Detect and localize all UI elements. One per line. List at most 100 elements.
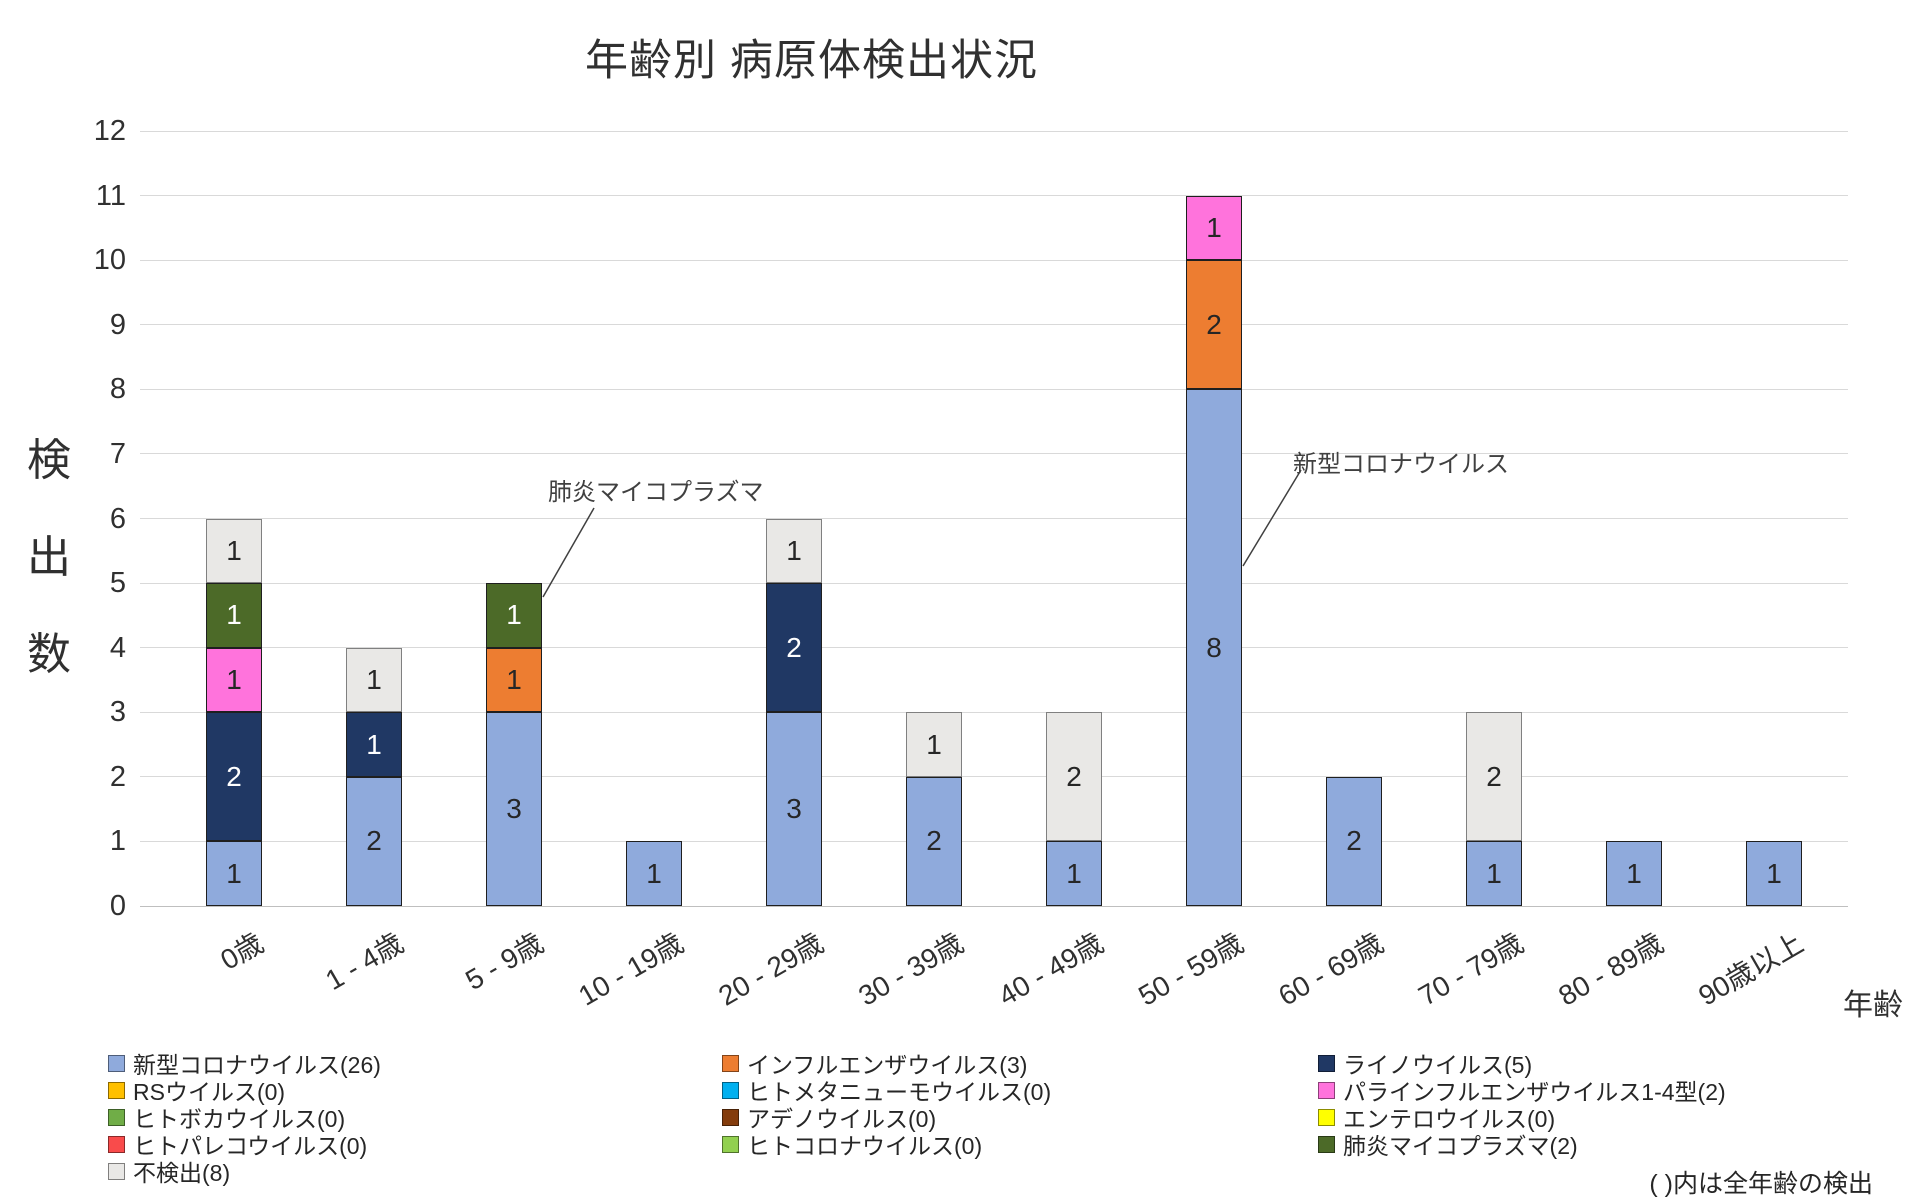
legend-item-ヒトパレコウイルス: ヒトパレコウイルス(0) [108, 1131, 367, 1159]
gridline [140, 195, 1848, 197]
gridline [140, 840, 1848, 842]
legend-item-肺炎マイコプラズマ: 肺炎マイコプラズマ(2) [1318, 1131, 1578, 1159]
gridline [140, 259, 1848, 261]
legend-item-パラインフルエンザウイルス1-4型: パラインフルエンザウイルス1-4型(2) [1318, 1077, 1726, 1105]
segment-ライノウイルス: 2 [206, 712, 262, 842]
legend-label: ヒトコロナウイルス(0) [747, 1133, 983, 1159]
segment-不検出: 1 [346, 647, 402, 713]
legend-item-インフルエンザウイルス: インフルエンザウイルス(3) [722, 1050, 1027, 1078]
legend-swatch-肺炎マイコプラズマ [1318, 1135, 1335, 1153]
legend-label: 肺炎マイコプラズマ(2) [1343, 1133, 1578, 1159]
segment-不検出: 2 [1046, 712, 1102, 842]
segment-不検出: 1 [906, 712, 962, 777]
segment-不検出: 1 [766, 518, 822, 584]
legend-item-アデノウイルス: アデノウイルス(0) [722, 1104, 936, 1132]
legend-label: ライノウイルス(5) [1343, 1052, 1533, 1078]
legend-label: ヒトボカウイルス(0) [133, 1106, 346, 1132]
segment-新型コロナウイルス: 1 [206, 841, 262, 906]
bar-80 - 89歳: 1 [1606, 841, 1662, 906]
legend-label: 新型コロナウイルス(26) [133, 1052, 381, 1078]
segment-肺炎マイコプラズマ: 1 [486, 583, 542, 648]
segment-インフルエンザウイルス: 1 [486, 647, 542, 713]
bar-50 - 59歳: 821 [1186, 195, 1242, 906]
legend-swatch-ライノウイルス [1318, 1054, 1335, 1072]
segment-新型コロナウイルス: 1 [626, 841, 682, 906]
x-axis-label-80 - 89歳: 80 - 89歳 [1553, 927, 1669, 1012]
gridline [140, 582, 1848, 584]
legend-item-不検出: 不検出(8) [108, 1158, 230, 1186]
x-axis-label-20 - 29歳: 20 - 29歳 [713, 927, 829, 1012]
annotation-covid: 新型コロナウイルス [1293, 451, 1509, 478]
segment-不検出: 2 [1466, 712, 1522, 842]
legend-label: パラインフルエンザウイルス1-4型(2) [1343, 1079, 1726, 1105]
segment-新型コロナウイルス: 1 [1746, 841, 1802, 906]
legend-swatch-インフルエンザウイルス [722, 1054, 739, 1072]
y-axis-tick-label: 7 [109, 437, 126, 470]
legend-item-新型コロナウイルス: 新型コロナウイルス(26) [108, 1050, 381, 1078]
x-axis-label-5 - 9歳: 5 - 9歳 [460, 927, 549, 997]
segment-インフルエンザウイルス: 2 [1186, 260, 1242, 390]
bar-1 - 4歳: 211 [346, 647, 402, 906]
gridline [140, 130, 1848, 132]
segment-新型コロナウイルス: 3 [486, 712, 542, 906]
legend-label: 不検出(8) [133, 1160, 231, 1186]
segment-ライノウイルス: 2 [766, 583, 822, 713]
legend-swatch-ヒトコロナウイルス [722, 1135, 739, 1153]
gridline [140, 453, 1848, 455]
y-axis-tick-label: 1 [109, 825, 126, 858]
legend-item-ヒトコロナウイルス: ヒトコロナウイルス(0) [722, 1131, 982, 1159]
y-axis-tick-label: 4 [109, 631, 126, 664]
segment-ライノウイルス: 1 [346, 712, 402, 777]
bar-30 - 39歳: 21 [906, 712, 962, 906]
segment-新型コロナウイルス: 1 [1046, 841, 1102, 906]
legend-swatch-ヒトパレコウイルス [108, 1135, 125, 1153]
legend-label: ヒトメタニューモウイルス(0) [747, 1079, 1052, 1105]
x-axis-title: 年齢 [1843, 989, 1903, 1022]
legend-swatch-ヒトボカウイルス [108, 1108, 125, 1126]
legend-label: インフルエンザウイルス(3) [747, 1052, 1028, 1078]
x-axis-label-70 - 79歳: 70 - 79歳 [1413, 927, 1529, 1012]
legend-swatch-新型コロナウイルス [108, 1054, 125, 1072]
bar-20 - 29歳: 321 [766, 518, 822, 906]
legend-item-ヒトボカウイルス: ヒトボカウイルス(0) [108, 1104, 345, 1132]
x-axis-label-0歳: 0歳 [215, 927, 269, 976]
x-axis-label-60 - 69歳: 60 - 69歳 [1273, 927, 1389, 1012]
y-axis-tick-label: 3 [109, 696, 126, 729]
legend-swatch-RSウイルス [108, 1081, 125, 1099]
gridline [140, 518, 1848, 519]
segment-新型コロナウイルス: 8 [1186, 389, 1242, 906]
gridline [140, 324, 1848, 326]
y-axis-tick-label: 8 [109, 373, 126, 406]
gridline [140, 388, 1848, 390]
y-axis-title-char: 数 [27, 630, 71, 679]
bar-70 - 79歳: 12 [1466, 712, 1522, 906]
segment-新型コロナウイルス: 1 [1606, 841, 1662, 906]
segment-パラインフルエンザウイルス1-4型: 1 [1186, 195, 1242, 261]
gridline [140, 647, 1848, 649]
bar-60 - 69歳: 2 [1326, 776, 1382, 906]
y-axis-tick-label: 6 [109, 502, 126, 535]
annotation-mycoplasma: 肺炎マイコプラズマ [548, 479, 764, 506]
x-axis-label-30 - 39歳: 30 - 39歳 [853, 927, 969, 1012]
bar-10 - 19歳: 1 [626, 841, 682, 906]
legend-item-RSウイルス: RSウイルス(0) [108, 1077, 285, 1105]
legend-label: エンテロウイルス(0) [1343, 1106, 1556, 1132]
y-axis-tick-label: 12 [93, 115, 126, 147]
segment-新型コロナウイルス: 2 [906, 776, 962, 906]
legend-label: アデノウイルス(0) [747, 1106, 937, 1132]
x-axis-line [140, 905, 1848, 907]
x-axis-label-40 - 49歳: 40 - 49歳 [993, 927, 1109, 1012]
y-axis-tick-label: 11 [95, 179, 126, 212]
legend-item-ヒトメタニューモウイルス: ヒトメタニューモウイルス(0) [722, 1077, 1051, 1105]
legend-swatch-パラインフルエンザウイルス1-4型 [1318, 1081, 1335, 1099]
legend-swatch-アデノウイルス [722, 1108, 739, 1126]
y-axis-tick-label: 10 [93, 244, 126, 277]
legend-swatch-エンテロウイルス [1318, 1108, 1335, 1126]
bar-5 - 9歳: 311 [486, 583, 542, 906]
legend-note: ( )内は全年齢の検出 [1649, 1170, 1873, 1198]
y-axis-tick-label: 0 [109, 890, 126, 922]
legend-label: ヒトパレコウイルス(0) [133, 1133, 368, 1159]
